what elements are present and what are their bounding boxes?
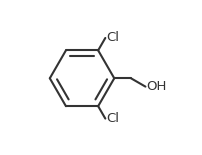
Text: Cl: Cl (106, 112, 120, 125)
Text: OH: OH (147, 80, 167, 93)
Text: Cl: Cl (106, 31, 120, 44)
